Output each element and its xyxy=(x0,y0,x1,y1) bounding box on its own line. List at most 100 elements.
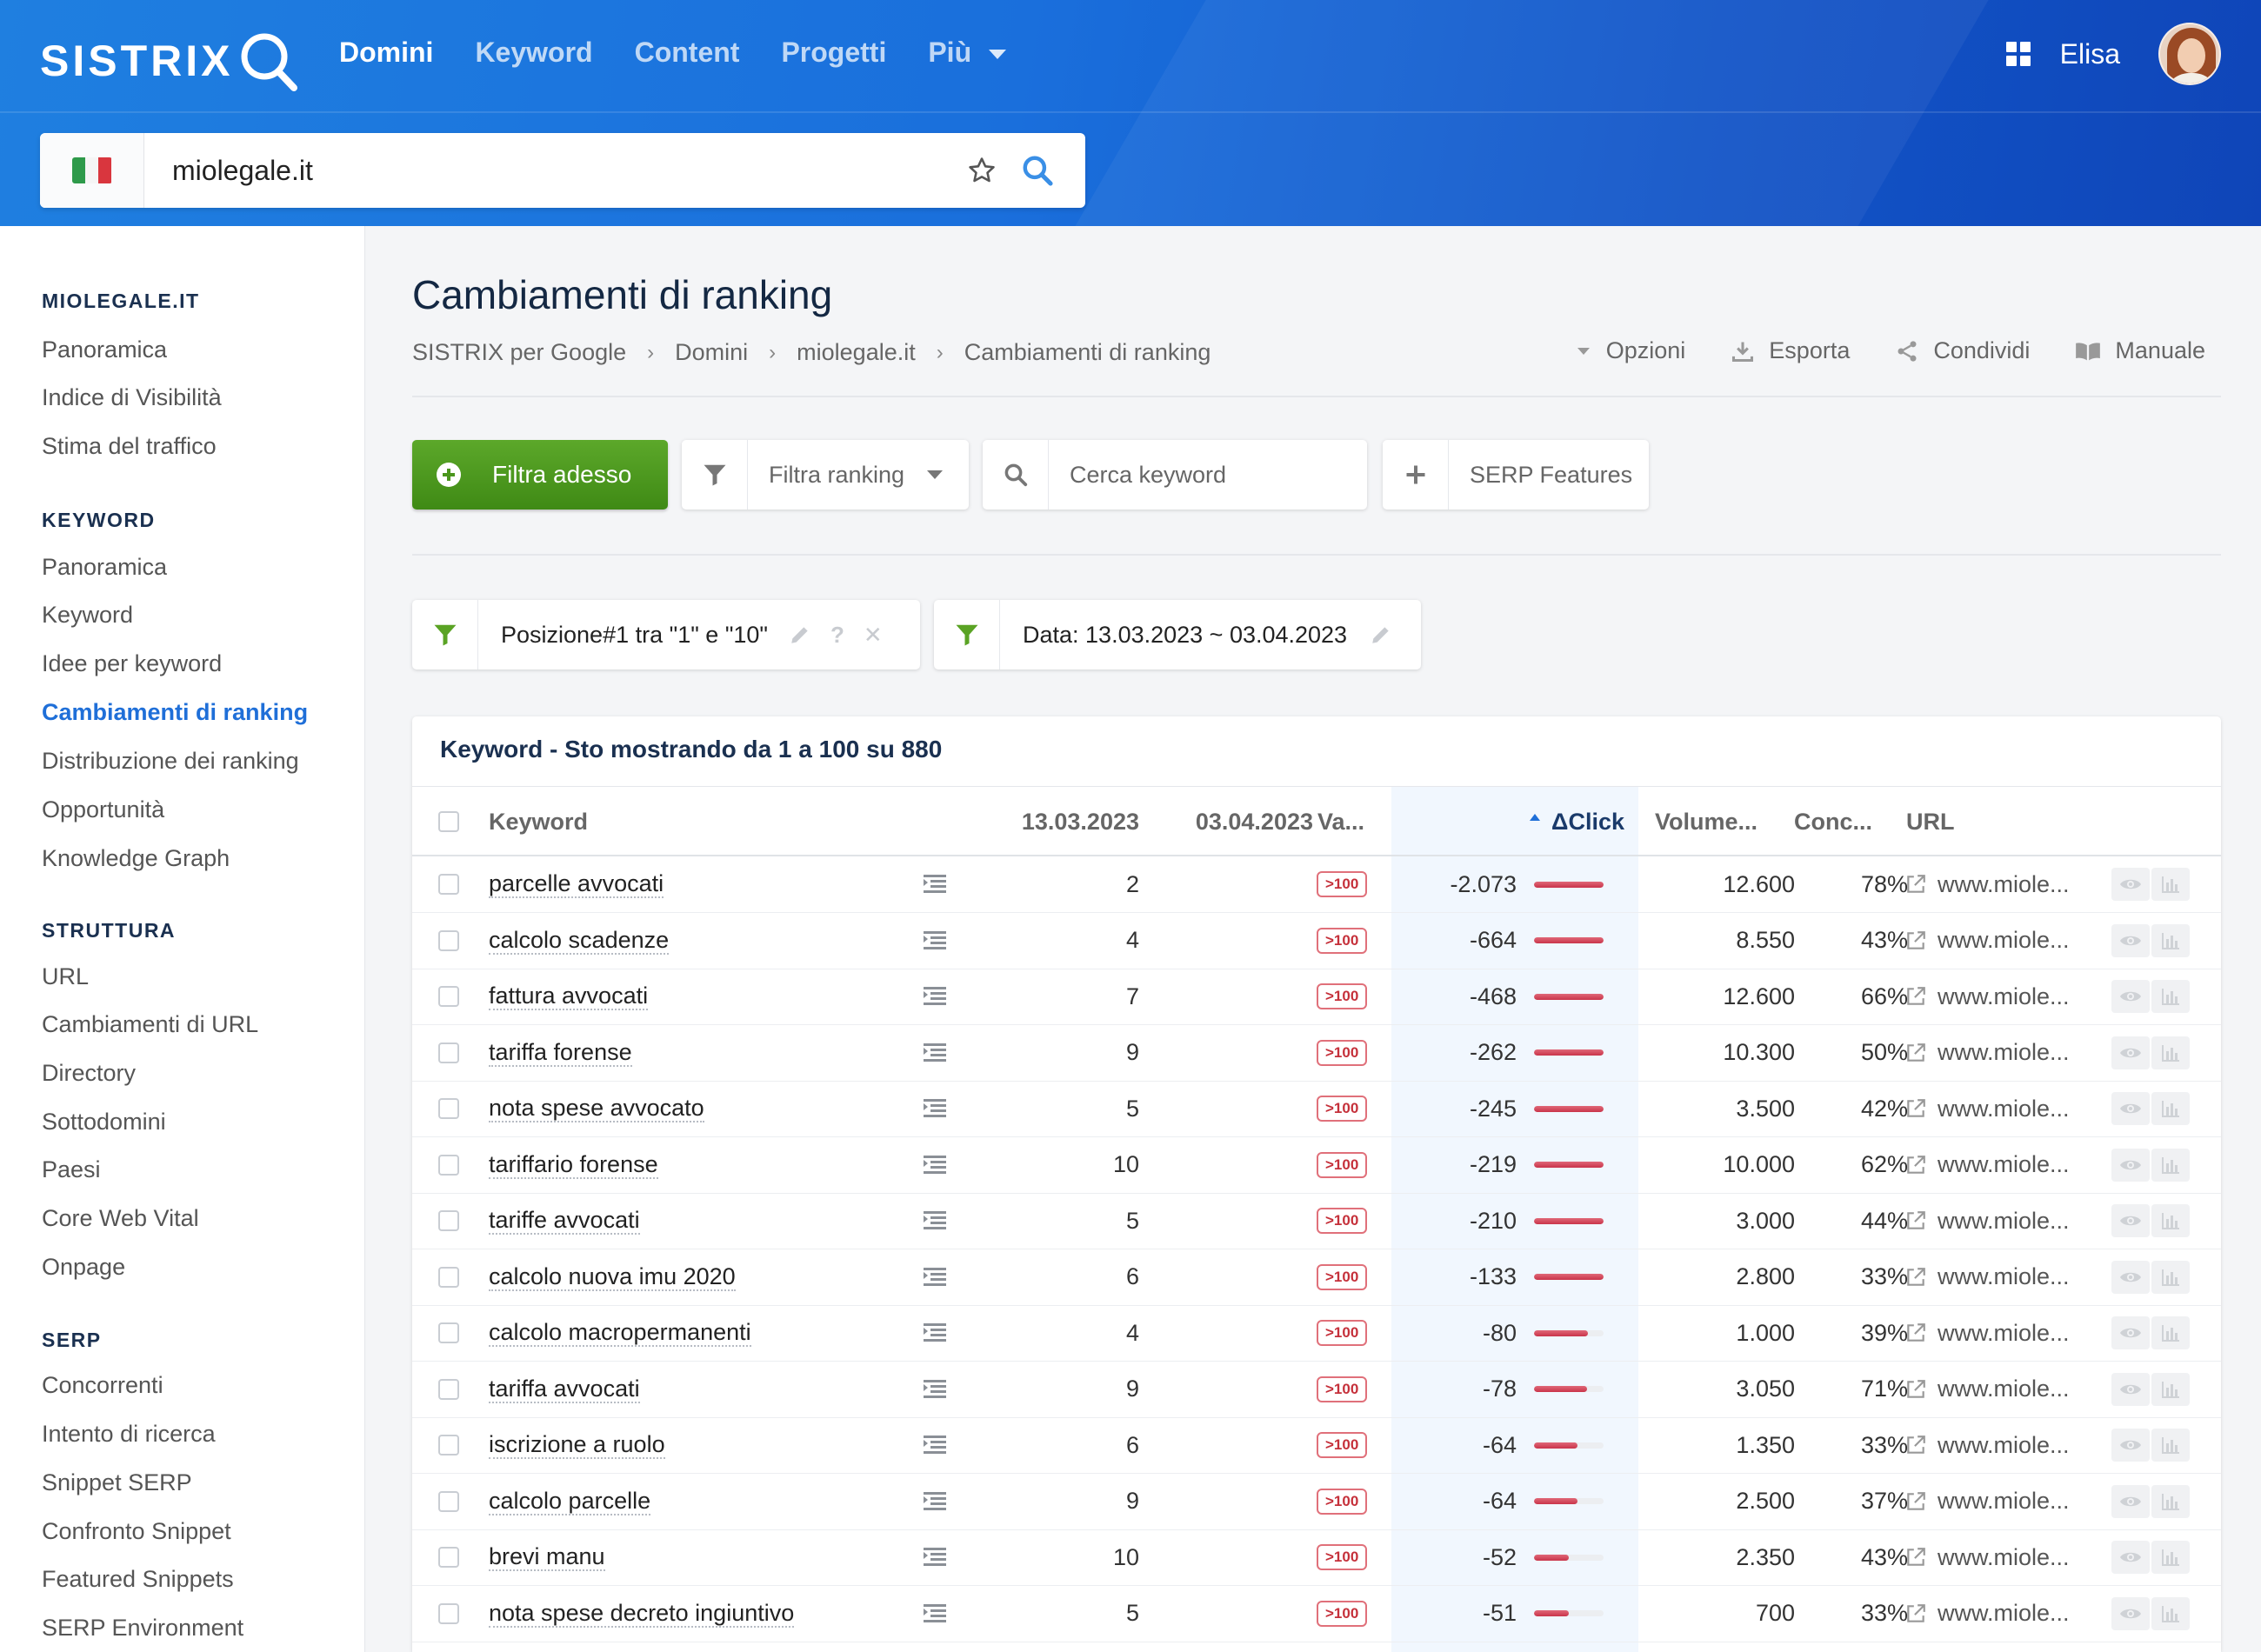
help-icon[interactable]: ? xyxy=(830,621,844,648)
serp-list-icon[interactable] xyxy=(922,1474,948,1529)
eye-icon[interactable] xyxy=(2111,1092,2150,1125)
eye-icon[interactable] xyxy=(2111,868,2150,901)
external-link-icon[interactable] xyxy=(1904,1322,1927,1344)
url-link[interactable]: www.miole... xyxy=(1938,1151,2070,1177)
external-link-icon[interactable] xyxy=(1904,1154,1927,1176)
chart-icon[interactable] xyxy=(2151,1204,2190,1237)
keyword-link[interactable]: tariffe avvocati xyxy=(489,1207,640,1235)
breadcrumb-item[interactable]: SISTRIX per Google xyxy=(412,339,627,365)
serp-list-icon[interactable] xyxy=(922,1529,948,1585)
row-checkbox[interactable] xyxy=(438,1249,459,1305)
eye-icon[interactable] xyxy=(2111,980,2150,1013)
sidebar-item-indice-visibilita[interactable]: Indice di Visibilità xyxy=(42,384,222,410)
row-checkbox[interactable] xyxy=(438,913,459,969)
row-checkbox[interactable] xyxy=(438,1137,459,1193)
nav-domini[interactable]: Domini xyxy=(339,37,434,68)
sidebar-item-opportunita[interactable]: Opportunità xyxy=(42,796,165,823)
keyword-search-field[interactable]: Cerca keyword xyxy=(983,440,1367,510)
export-button[interactable]: Esporta xyxy=(1731,337,1850,364)
serp-list-icon[interactable] xyxy=(922,1305,948,1361)
external-link-icon[interactable] xyxy=(1904,1209,1927,1232)
select-all-checkbox[interactable] xyxy=(438,787,459,856)
chart-icon[interactable] xyxy=(2151,1148,2190,1182)
url-link[interactable]: www.miole... xyxy=(1938,1600,2070,1626)
row-checkbox[interactable] xyxy=(438,1193,459,1249)
sidebar-item-keyword-panoramica[interactable]: Panoramica xyxy=(42,554,168,580)
serp-list-icon[interactable] xyxy=(922,1025,948,1081)
breadcrumb-item[interactable]: miolegale.it xyxy=(797,339,916,365)
sidebar-item-idee-keyword[interactable]: Idee per keyword xyxy=(42,650,223,676)
external-link-icon[interactable] xyxy=(1904,1602,1927,1625)
sidebar-item-concorrenti[interactable]: Concorrenti xyxy=(42,1372,163,1398)
external-link-icon[interactable] xyxy=(1904,873,1927,896)
keyword-link[interactable]: calcolo macropermanenti xyxy=(489,1319,751,1347)
column-date-2[interactable]: 03.04.2023 xyxy=(1195,808,1313,835)
nav-progetti[interactable]: Progetti xyxy=(781,37,887,68)
sidebar-item-core-web-vital[interactable]: Core Web Vital xyxy=(42,1205,199,1231)
options-button[interactable]: Opzioni xyxy=(1575,337,1685,364)
chart-icon[interactable] xyxy=(2151,1429,2190,1462)
eye-icon[interactable] xyxy=(2111,1484,2150,1518)
keyword-link[interactable]: nota spese decreto ingiuntivo xyxy=(489,1599,795,1628)
search-icon[interactable] xyxy=(1021,154,1054,187)
chart-icon[interactable] xyxy=(2151,1092,2190,1125)
star-icon[interactable] xyxy=(967,156,997,185)
url-link[interactable]: www.miole... xyxy=(1938,1319,2070,1346)
external-link-icon[interactable] xyxy=(1904,985,1927,1008)
url-link[interactable]: www.miole... xyxy=(1938,1488,2070,1514)
sidebar-item-confronto-snippet[interactable]: Confronto Snippet xyxy=(42,1518,231,1544)
column-volume[interactable]: Volume... xyxy=(1655,808,1758,835)
keyword-link[interactable]: parcelle avvocati xyxy=(489,870,664,898)
url-link[interactable]: www.miole... xyxy=(1938,1207,2070,1234)
chart-icon[interactable] xyxy=(2151,923,2190,957)
sidebar-item-stima-traffico[interactable]: Stima del traffico xyxy=(42,433,217,459)
keyword-link[interactable]: iscrizione a ruolo xyxy=(489,1431,665,1459)
row-checkbox[interactable] xyxy=(438,969,459,1024)
row-checkbox[interactable] xyxy=(438,1586,459,1642)
row-checkbox[interactable] xyxy=(438,1305,459,1361)
eye-icon[interactable] xyxy=(2111,1204,2150,1237)
row-checkbox[interactable] xyxy=(438,1474,459,1529)
url-link[interactable]: www.miole... xyxy=(1938,927,2070,953)
nav-content[interactable]: Content xyxy=(634,37,740,68)
column-competition[interactable]: Conc... xyxy=(1794,808,1873,835)
url-link[interactable]: www.miole... xyxy=(1938,1095,2070,1122)
sidebar-item-knowledge-graph[interactable]: Knowledge Graph xyxy=(42,845,230,871)
sidebar-item-panoramica[interactable]: Panoramica xyxy=(42,336,168,363)
row-checkbox[interactable] xyxy=(438,1529,459,1585)
serp-list-icon[interactable] xyxy=(922,913,948,969)
external-link-icon[interactable] xyxy=(1904,1546,1927,1569)
chart-icon[interactable] xyxy=(2151,1036,2190,1069)
country-selector[interactable] xyxy=(40,133,144,208)
row-checkbox[interactable] xyxy=(438,1417,459,1473)
serp-list-icon[interactable] xyxy=(922,1417,948,1473)
chart-icon[interactable] xyxy=(2151,1260,2190,1294)
keyword-link[interactable]: tariffa forense xyxy=(489,1038,632,1067)
serp-features-button[interactable]: SERP Features xyxy=(1383,440,1649,510)
row-checkbox[interactable] xyxy=(438,1362,459,1417)
url-link[interactable]: www.miole... xyxy=(1938,870,2070,897)
keyword-link[interactable]: calcolo nuova imu 2020 xyxy=(489,1262,736,1291)
apps-grid-icon[interactable] xyxy=(2005,42,2031,66)
sidebar-item-onpage[interactable]: Onpage xyxy=(42,1254,126,1280)
column-keyword[interactable]: Keyword xyxy=(489,808,589,835)
chart-icon[interactable] xyxy=(2151,1596,2190,1630)
sidebar-item-intento-ricerca[interactable]: Intento di ricerca xyxy=(42,1421,216,1447)
serp-list-icon[interactable] xyxy=(922,1362,948,1417)
column-delta-click[interactable]: ΔClick xyxy=(1391,787,1624,856)
external-link-icon[interactable] xyxy=(1904,1042,1927,1064)
external-link-icon[interactable] xyxy=(1904,1097,1927,1120)
serp-list-icon[interactable] xyxy=(922,1081,948,1136)
user-menu[interactable]: Elisa xyxy=(2005,23,2221,85)
eye-icon[interactable] xyxy=(2111,1596,2150,1630)
pencil-icon[interactable] xyxy=(1370,623,1392,646)
eye-icon[interactable] xyxy=(2111,1036,2150,1069)
close-icon[interactable]: ✕ xyxy=(863,621,883,648)
keyword-link[interactable]: calcolo scadenze xyxy=(489,926,670,955)
serp-list-icon[interactable] xyxy=(922,1193,948,1249)
eye-icon[interactable] xyxy=(2111,1260,2150,1294)
sidebar-item-snippet-serp[interactable]: Snippet SERP xyxy=(42,1469,192,1495)
pencil-icon[interactable] xyxy=(789,623,811,646)
url-link[interactable]: www.miole... xyxy=(1938,1543,2070,1570)
sidebar-item-serp-environment[interactable]: SERP Environment xyxy=(42,1615,244,1641)
